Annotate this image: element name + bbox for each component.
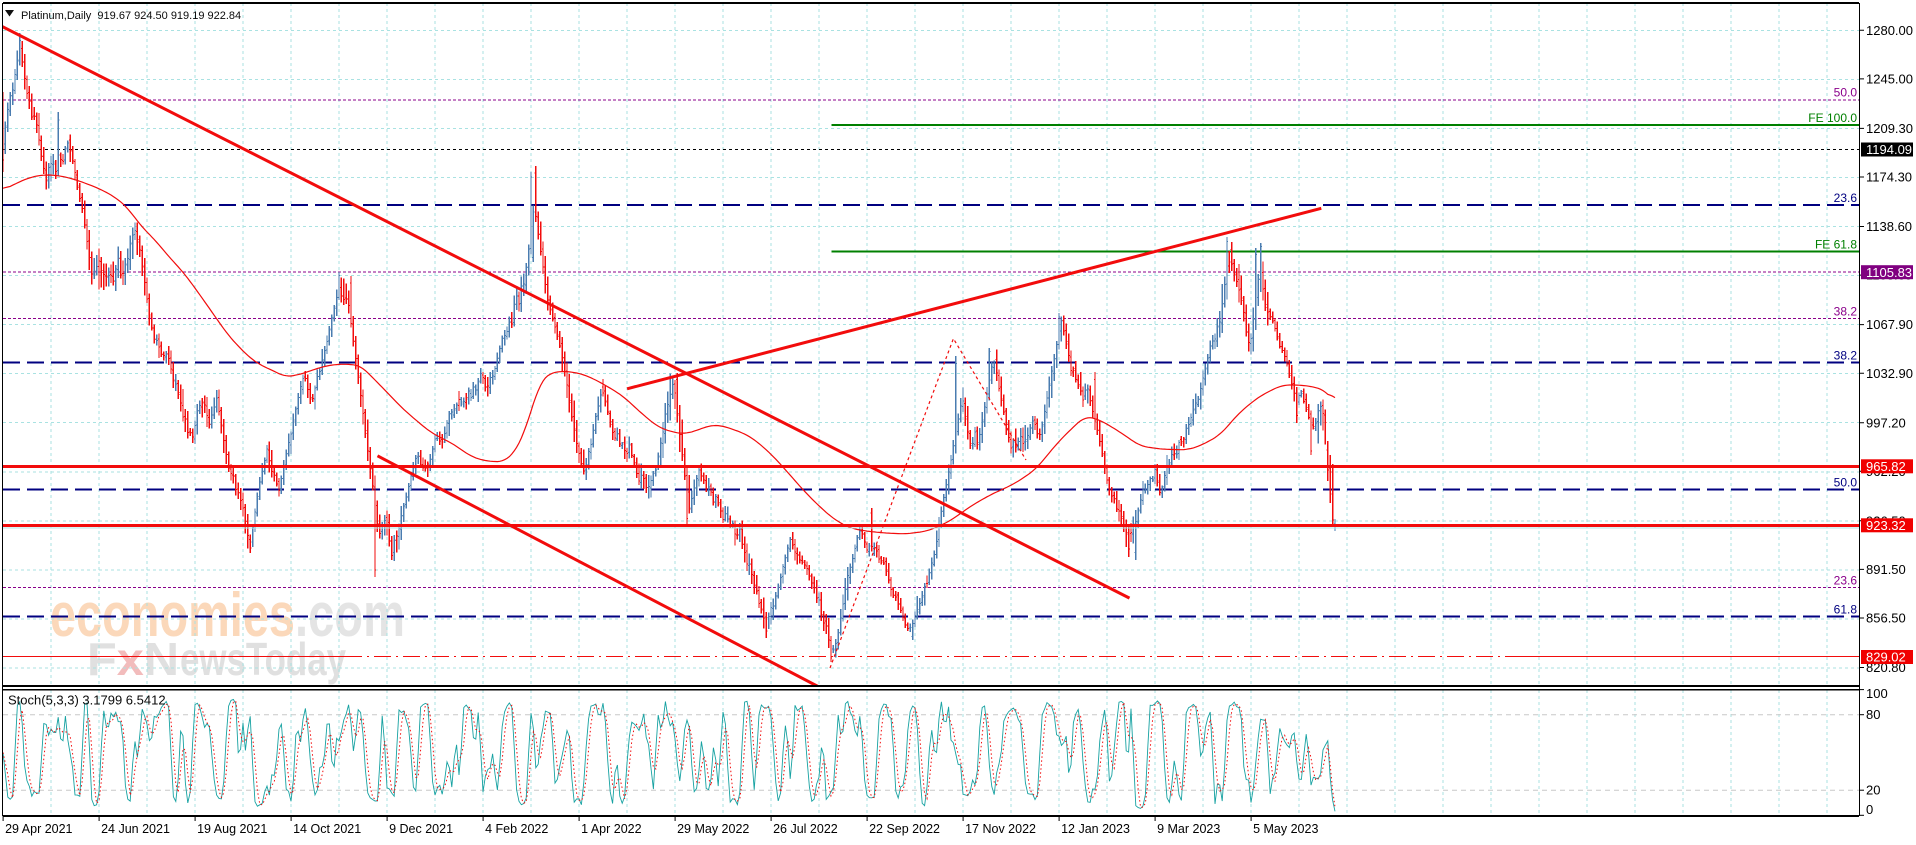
svg-text:1 Apr 2022: 1 Apr 2022 [581,822,642,836]
svg-text:997.20: 997.20 [1866,415,1906,430]
svg-text:9 Mar 2023: 9 Mar 2023 [1157,822,1220,836]
svg-text:100: 100 [1866,686,1888,701]
svg-text:1174.30: 1174.30 [1866,170,1912,185]
svg-text:ewsToday: ewsToday [180,633,346,685]
svg-text:891.50: 891.50 [1866,562,1906,577]
svg-text:50.0: 50.0 [1834,86,1858,100]
svg-text:29 May 2022: 29 May 2022 [677,822,749,836]
svg-text:923.32: 923.32 [1866,518,1906,533]
svg-text:26 Jul 2022: 26 Jul 2022 [773,822,838,836]
svg-text:1105.83: 1105.83 [1866,265,1912,280]
svg-text:Platinum,Daily 919.67 924.50: Platinum,Daily 919.67 924.50 919.19 922.… [21,10,241,22]
svg-text:1245.00: 1245.00 [1866,72,1913,87]
svg-text:38.2: 38.2 [1834,304,1858,318]
svg-text:1209.30: 1209.30 [1866,121,1913,136]
svg-text:19 Aug 2021: 19 Aug 2021 [197,822,267,836]
svg-text:38.2: 38.2 [1834,348,1858,362]
svg-text:1032.90: 1032.90 [1866,366,1913,381]
svg-text:9 Dec 2021: 9 Dec 2021 [389,822,453,836]
svg-text:29 Apr 2021: 29 Apr 2021 [5,822,72,836]
svg-text:1138.60: 1138.60 [1866,219,1912,234]
svg-text:1280.00: 1280.00 [1866,23,1913,38]
svg-text:829.02: 829.02 [1866,650,1906,665]
svg-text:5 May 2023: 5 May 2023 [1253,822,1318,836]
svg-text:856.50: 856.50 [1866,611,1906,626]
svg-text:0: 0 [1866,802,1873,817]
svg-text:1194.09: 1194.09 [1866,142,1912,157]
svg-text:24 Jun 2021: 24 Jun 2021 [101,822,170,836]
svg-text:FE 100.0: FE 100.0 [1808,111,1857,125]
svg-text:50.0: 50.0 [1834,475,1858,489]
svg-text:Stoch(5,3,3) 3.1799 6.5412: Stoch(5,3,3) 3.1799 6.5412 [8,693,166,708]
svg-text:965.82: 965.82 [1866,459,1906,474]
svg-text:17 Nov 2022: 17 Nov 2022 [965,822,1036,836]
svg-text:14 Oct 2021: 14 Oct 2021 [293,822,361,836]
svg-text:61.8: 61.8 [1834,602,1858,616]
svg-text:4 Feb 2022: 4 Feb 2022 [485,822,548,836]
svg-text:80: 80 [1866,707,1880,722]
svg-text:1067.90: 1067.90 [1866,317,1913,332]
svg-text:FxN: FxN [87,633,179,685]
svg-text:22 Sep 2022: 22 Sep 2022 [869,822,940,836]
svg-text:20: 20 [1866,782,1880,797]
svg-text:12 Jan 2023: 12 Jan 2023 [1061,822,1130,836]
svg-text:23.6: 23.6 [1834,574,1858,588]
svg-text:23.6: 23.6 [1834,191,1858,205]
svg-text:FE 61.8: FE 61.8 [1815,238,1857,252]
